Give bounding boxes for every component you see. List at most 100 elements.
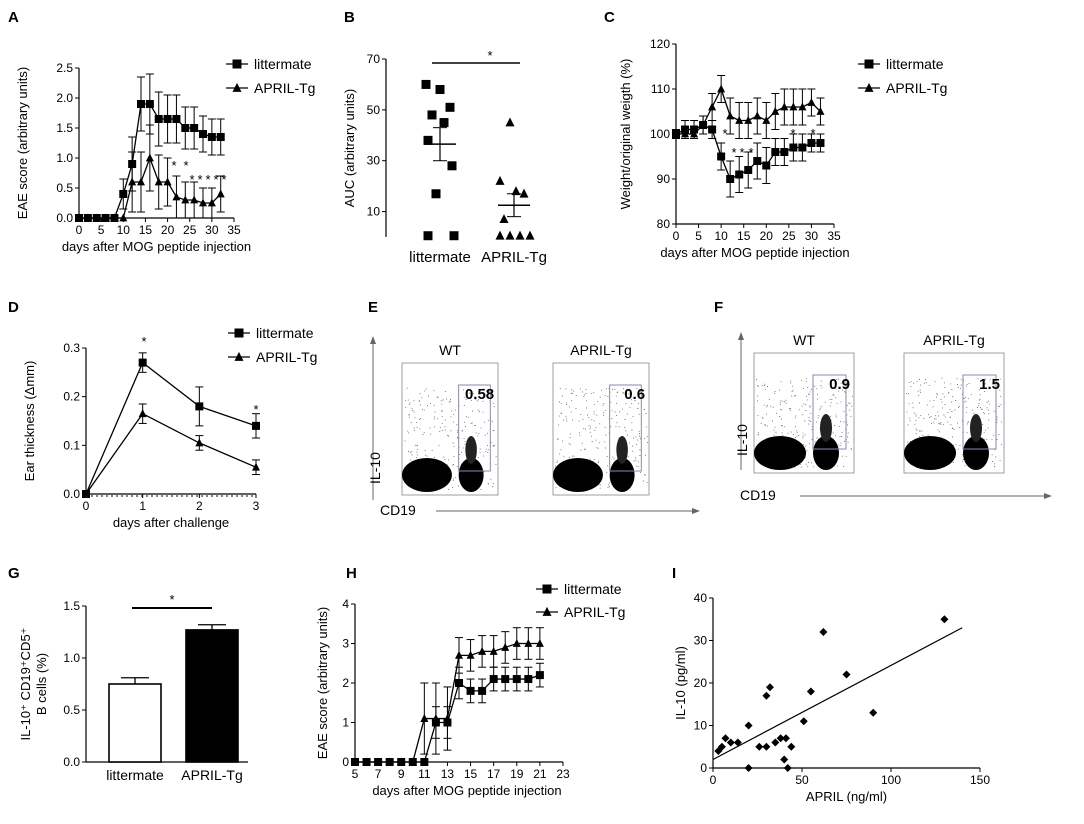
significance-star: * <box>253 402 258 417</box>
x-tick-label: 17 <box>487 767 501 781</box>
panel-label-a: A <box>8 9 19 26</box>
x-tick-label: 30 <box>205 223 219 237</box>
flow-plot-title: WT <box>793 332 815 348</box>
data-point-square <box>744 166 753 174</box>
flow-plot-title: APRIL-Tg <box>570 342 631 358</box>
panel-label-g: G <box>8 565 20 582</box>
data-point-square <box>762 161 771 170</box>
significance-star: * <box>722 126 727 141</box>
legend-marker-square <box>232 59 242 69</box>
y-tick-label: 80 <box>657 217 671 231</box>
x-tick-label: 2 <box>196 499 203 513</box>
panel-i: I 0 10 20 30 40 0 50 100 150 IL-10 (pg/ml) APRIL (… <box>672 565 990 804</box>
data-point-square <box>145 100 154 108</box>
panel-label-b: B <box>344 9 355 26</box>
significance-star: * <box>739 145 744 160</box>
data-point-diamond <box>726 738 735 747</box>
data-point-square <box>138 358 147 367</box>
data-point-triangle <box>708 102 717 111</box>
data-point-diamond <box>744 764 753 772</box>
y-tick-label: 0.1 <box>63 438 80 452</box>
data-point-triangle <box>163 177 172 186</box>
gate-box <box>609 384 642 472</box>
gate-box <box>812 374 847 450</box>
data-point-square <box>421 79 431 89</box>
data-point-square <box>427 110 437 120</box>
data-point-square <box>717 152 726 161</box>
data-point-square <box>181 124 190 132</box>
data-point-triangle <box>525 230 535 240</box>
legend-label: APRIL-Tg <box>256 349 317 365</box>
data-point-square <box>535 671 544 680</box>
y-tick-label: 1.0 <box>56 151 73 165</box>
data-point-square <box>789 143 798 152</box>
legend-marker-triangle <box>542 606 552 616</box>
x-axis-label: CD19 <box>380 502 416 518</box>
y-tick-label: 20 <box>694 676 708 690</box>
significance-star: * <box>189 172 194 187</box>
data-point-diamond <box>780 755 789 764</box>
x-tick-label: 5 <box>352 767 359 781</box>
chart-d: 0.0 0.1 0.2 0.3 0 1 2 3 Ear thickness (Δmm) days … <box>22 325 317 530</box>
data-point-square <box>753 157 762 165</box>
data-point-triangle <box>735 115 744 124</box>
series-line-square <box>85 361 257 495</box>
x-tick-label: 1 <box>139 499 146 513</box>
data-point-triangle <box>145 153 154 162</box>
il10-axis-arrowhead <box>738 332 744 340</box>
data-point-triangle <box>195 438 204 447</box>
data-point-diamond <box>776 734 785 743</box>
y-tick-label: 3 <box>342 637 349 651</box>
legend-marker-square <box>864 59 874 69</box>
x-tick-label: 20 <box>161 223 175 237</box>
legend-label: littermate <box>254 56 312 72</box>
x-tick-label: 5 <box>98 223 105 237</box>
data-point-triangle <box>816 106 825 115</box>
flow-plot-f-1: APRIL-Tg 1.5 <box>903 332 1005 474</box>
category-label: littermate <box>409 249 471 266</box>
significance-star: * <box>183 158 188 173</box>
gate-percentage: 0.9 <box>829 376 850 393</box>
data-point-triangle <box>478 646 487 655</box>
data-point-triangle <box>744 115 753 124</box>
chart-b: 10 30 50 70 AUC (arbitrary units) littermate A… <box>342 48 547 266</box>
x-tick-label: 25 <box>782 229 796 243</box>
cd19-axis-arrowhead <box>1044 493 1052 499</box>
data-point-square <box>445 102 455 112</box>
flow-plot-e-1: APRIL-Tg 0.6 <box>552 342 650 496</box>
gate-percentage: 1.5 <box>979 376 1000 393</box>
legend-marker-triangle <box>234 351 244 361</box>
y-tick-label: 0.0 <box>63 755 80 769</box>
x-axis-label: days after MOG peptide injection <box>372 783 561 798</box>
y-tick-label: 30 <box>367 154 381 168</box>
data-point-triangle <box>505 117 515 127</box>
data-point-diamond <box>783 764 792 772</box>
data-point-diamond <box>869 708 878 717</box>
data-point-diamond <box>819 628 828 636</box>
data-point-square <box>195 402 204 411</box>
data-point-square <box>420 758 429 766</box>
flow-population-cd19 <box>458 458 484 492</box>
significance-star: * <box>810 126 815 141</box>
il10-axis-arrowhead <box>370 336 376 344</box>
data-point-square <box>172 115 181 123</box>
data-point-square <box>489 675 498 684</box>
data-point-diamond <box>842 670 851 679</box>
data-point-triangle <box>717 84 726 93</box>
data-point-triangle <box>216 189 225 198</box>
data-point-triangle <box>681 129 690 138</box>
data-point-square <box>455 679 463 687</box>
y-axis-label: AUC (arbitrary units) <box>342 89 357 207</box>
y-tick-label: 50 <box>367 103 381 117</box>
trend-line <box>712 627 963 761</box>
legend-label: littermate <box>886 56 944 72</box>
flow-plot-e-0: WT 0.58 <box>401 342 499 496</box>
significance-star: * <box>197 172 202 187</box>
flow-population-cd19 <box>609 458 635 492</box>
significance-star: * <box>141 334 146 349</box>
flow-plot-f-0: WT 0.9 <box>753 332 855 474</box>
y-axis-label: IL-10 <box>734 424 750 456</box>
data-point-square <box>119 190 128 198</box>
y-tick-label: 0.0 <box>56 211 73 225</box>
